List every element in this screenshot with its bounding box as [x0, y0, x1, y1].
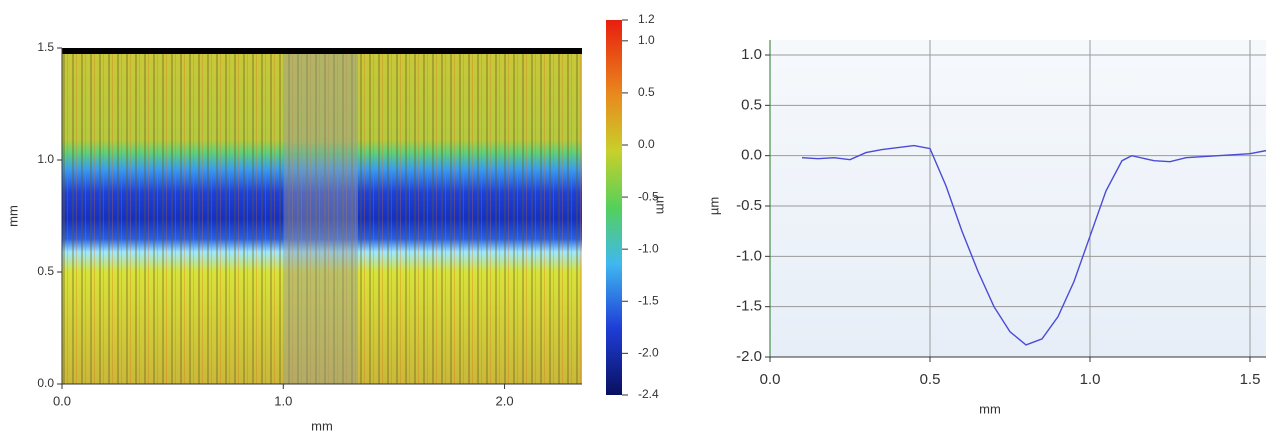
x-axis-label: mm: [979, 401, 1001, 416]
colorbar-tick-label: 0.0: [638, 137, 655, 151]
x-tick-label: 1.0: [1080, 371, 1101, 388]
y-axis-label: mm: [5, 205, 20, 227]
x-tick-label: 0.0: [760, 371, 781, 388]
y-tick-label: 0.0: [741, 147, 762, 164]
x-tick-label: 0.0: [53, 393, 71, 408]
colorbar-tick-label: -1.5: [638, 293, 659, 307]
colorbar-tick-label: -2.0: [638, 346, 659, 360]
texture: [62, 54, 582, 384]
edge: [62, 48, 582, 54]
x-axis-label: mm: [311, 418, 333, 433]
y-tick-label: 0.5: [37, 264, 54, 278]
y-tick-label: -1.5: [736, 298, 762, 315]
profile-band: [284, 54, 358, 384]
colorbar-tick-label: -2.4: [638, 387, 659, 401]
colorbar-tick-label: 1.2: [638, 12, 655, 26]
x-tick-label: 0.5: [920, 371, 941, 388]
plot-area: [770, 40, 1266, 357]
x-tick-label: 2.0: [496, 393, 514, 408]
y-tick-label: 0.5: [741, 96, 762, 113]
y-tick-label: 1.0: [37, 152, 54, 166]
y-tick-label: -1.0: [736, 247, 762, 264]
colorbar-tick-label: 1.0: [638, 33, 655, 47]
x-tick-label: 1.0: [274, 393, 292, 408]
profile-panel: -2.0 -1.5 -1.0 -0.5 0.0 0.5 1.0 0.0 0.5 1.0 1.5 mm µ…: [706, 40, 1266, 416]
y-tick-label: -0.5: [736, 197, 762, 214]
height-map-panel: 0.0 0.5 1.0 1.5 0.0 1.0 2.0 mm mm 1.2 1.0 0.5 0.0 -0.…: [5, 12, 668, 433]
colorbar-tick-label: -0.5: [638, 189, 659, 203]
y-tick-label: 1.0: [741, 46, 762, 63]
colorbar: [606, 20, 622, 395]
y-tick-label: -2.0: [736, 348, 762, 365]
colorbar-tick-label: -1.0: [638, 241, 659, 255]
profile-line: [801, 144, 1266, 346]
colorbar-label: µm: [654, 196, 669, 214]
y-tick-label: 1.5: [37, 40, 54, 54]
colorbar-tick-label: 0.5: [638, 85, 655, 99]
y-tick-label: 0.0: [37, 376, 54, 390]
x-tick-label: 1.5: [1240, 371, 1261, 388]
y-axis-label: µm: [706, 197, 721, 215]
